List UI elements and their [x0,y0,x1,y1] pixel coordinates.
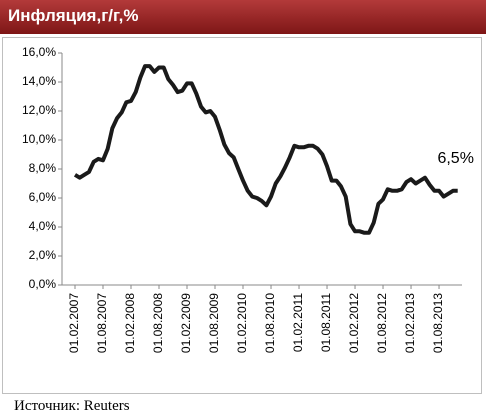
title-bar: Инфляция,г/г,% [0,0,486,34]
x-tick-label: 01.08.2007 [95,293,109,353]
y-tick-label: 0,0% [29,277,57,291]
x-tick-label: 01.08.2011 [319,293,333,352]
y-tick-label: 14,0% [22,74,56,88]
y-tick-label: 6,0% [29,190,57,204]
y-tick-label: 4,0% [29,219,57,233]
x-tick-label: 01.02.2012 [347,293,361,353]
x-tick-label: 01.02.2011 [291,293,305,352]
y-tick-label: 12,0% [22,103,56,117]
x-tick-label: 01.02.2013 [403,293,417,353]
chart-panel [2,37,482,394]
source: Источник: Reuters [14,398,130,414]
x-tick-label: 01.08.2010 [263,293,277,353]
chart-title: Инфляция,г/г,% [8,6,139,25]
x-tick-label: 01.08.2013 [431,293,445,353]
x-tick-label: 01.02.2009 [179,293,193,353]
data-line [73,64,458,235]
x-tick-label: 01.08.2009 [207,293,221,353]
x-tick-label: 01.08.2008 [151,293,165,353]
y-tick-label: 8,0% [29,161,57,175]
y-tick-label: 10,0% [22,132,56,146]
data-label: 6,5% [437,150,473,167]
y-tick-label: 16,0% [22,45,56,59]
x-tick-label: 01.02.2008 [123,293,137,353]
y-tick-label: 2,0% [29,248,57,262]
x-tick-label: 01.08.2012 [375,293,389,353]
x-tick-label: 01.02.2007 [67,293,81,353]
x-tick-label: 01.02.2010 [235,293,249,353]
